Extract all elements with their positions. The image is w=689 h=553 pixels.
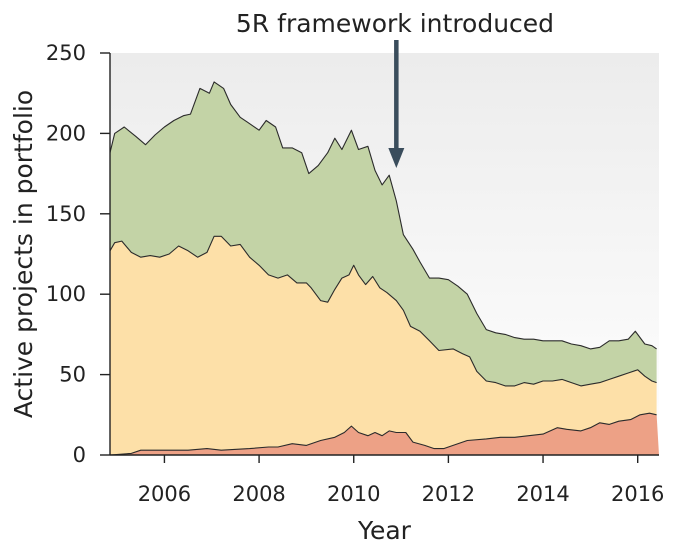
x-tick-label: 2012 [422, 482, 475, 506]
y-tick-label: 0 [73, 443, 86, 467]
annotation: 5R framework introduced [236, 9, 554, 168]
x-tick-label: 2010 [327, 482, 380, 506]
tick-labels: 0 50 100 150 200 250 2006 2008 2010 2012 2014 2016 [46, 41, 665, 506]
y-tick-label: 200 [46, 121, 86, 145]
y-tick-label: 50 [59, 363, 86, 387]
x-tick-label: 2006 [138, 482, 191, 506]
total-line [109, 81, 657, 350]
bottom-line [109, 412, 657, 456]
y-tick-label: 100 [46, 282, 86, 306]
middle-area [110, 236, 657, 455]
annotation-arrow-head [388, 148, 405, 168]
y-tick-label: 150 [46, 202, 86, 226]
top-area [110, 81, 657, 386]
x-tick-label: 2014 [516, 482, 569, 506]
x-axis-title: Year [357, 516, 412, 545]
y-tick-label: 250 [46, 41, 86, 65]
series-lines [109, 81, 657, 456]
x-tick-label: 2016 [611, 482, 664, 506]
y-axis-title: Active projects in portfolio [9, 90, 38, 418]
annotation-label: 5R framework introduced [236, 9, 554, 38]
axes [100, 52, 659, 463]
middle-line [109, 235, 657, 387]
x-tick-label: 2008 [232, 482, 285, 506]
